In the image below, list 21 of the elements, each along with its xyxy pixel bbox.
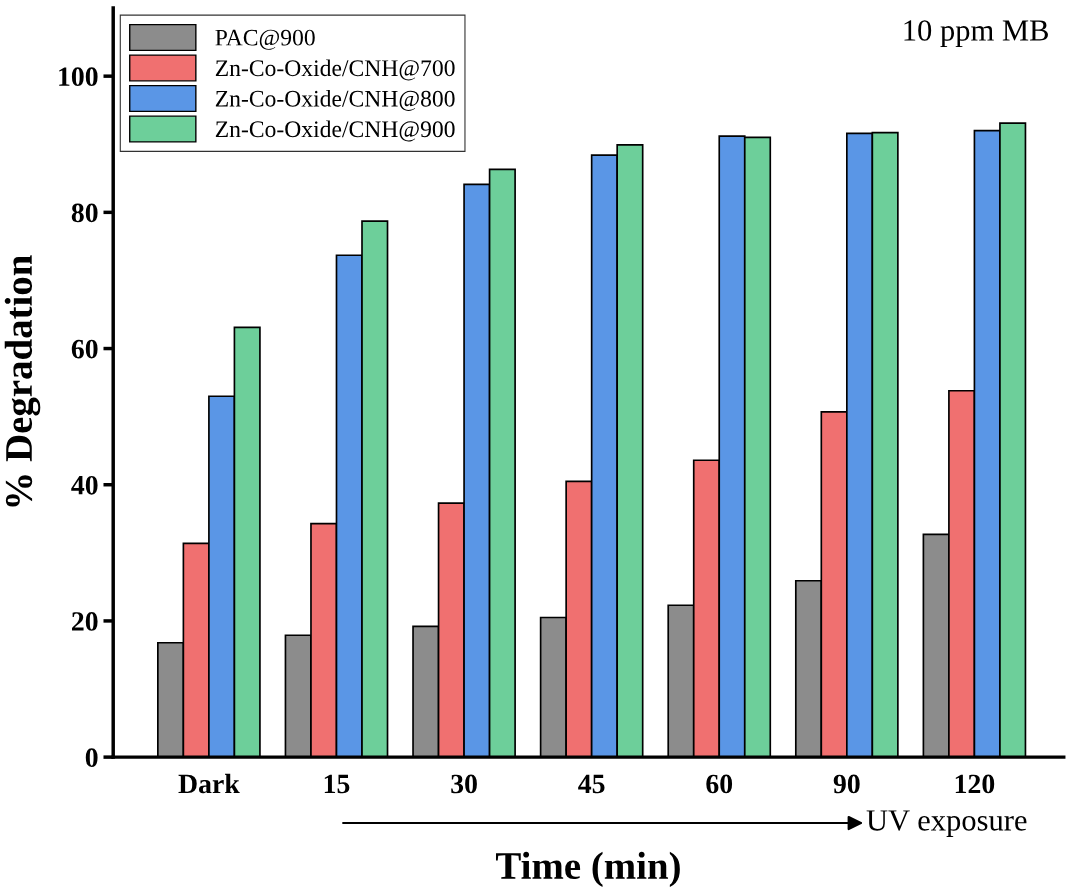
legend-label: PAC@900 — [215, 29, 315, 50]
x-tick-label: 120 — [955, 774, 995, 794]
x-tick-label: 60 — [706, 774, 733, 794]
x-tick-label: 45 — [578, 774, 605, 794]
y-tick-label: 60 — [71, 339, 98, 359]
x-tick-label: 30 — [451, 774, 477, 794]
x-tick-label: 90 — [833, 774, 860, 794]
y-tick-label: 40 — [71, 475, 98, 495]
x-tick-label: Dark — [178, 773, 240, 794]
y-tick-label: 80 — [71, 203, 98, 223]
legend-label: Zn-Co-Oxide/CNH@800 — [215, 90, 455, 111]
y-tick-label: 0 — [85, 748, 98, 768]
legend-label: Zn-Co-Oxide/CNH@700 — [215, 59, 455, 81]
x-axis-title: Time (min) — [495, 851, 680, 888]
x-tick-label: 15 — [324, 774, 350, 794]
y-axis-title: % Degradation — [4, 255, 41, 507]
legend-label: Zn-Co-Oxide/CNH@900 — [215, 120, 455, 142]
y-tick-label: 20 — [72, 612, 98, 631]
text: UV exposure — [866, 810, 1027, 837]
annotation: 10 ppm MB — [904, 20, 1048, 48]
y-tick-label: 100 — [59, 67, 98, 87]
